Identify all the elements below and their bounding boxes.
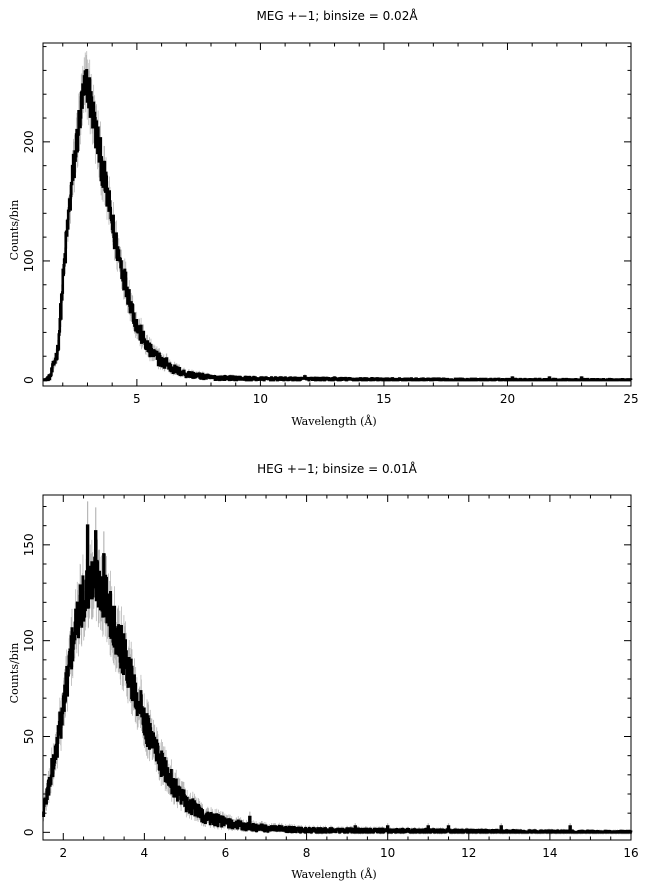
meg-error-bars: [42, 51, 632, 382]
x-tick-label: 4: [141, 846, 149, 860]
x-tick-label: 6: [222, 846, 230, 860]
x-tick-label: 15: [376, 392, 391, 406]
x-tick-label: 25: [623, 392, 638, 406]
meg-y-ticks: 0 100 200: [22, 46, 631, 384]
meg-x-axis-label: Wavelength (Å): [291, 414, 376, 428]
meg-title: MEG +−1; binsize = 0.02Å: [256, 8, 418, 23]
heg-title: HEG +−1; binsize = 0.01Å: [257, 461, 418, 476]
y-tick-label: 150: [22, 533, 36, 556]
heg-y-ticks: 0 50 100 150: [22, 506, 631, 837]
heg-x-axis-label: Wavelength (Å): [291, 867, 376, 881]
heg-panel: HEG +−1; binsize = 0.01Å 2 4 6 8 10 12 14 16 0 5…: [8, 461, 639, 881]
heg-x-ticks: 2 4 6 8 10 12 14 16: [42, 495, 639, 860]
x-tick-label: 5: [133, 392, 141, 406]
x-tick-label: 2: [59, 846, 67, 860]
meg-x-ticks: 5 10 15 20 25: [62, 43, 639, 406]
heg-y-axis-label: Counts/bin: [8, 643, 21, 704]
y-tick-label: 50: [22, 729, 36, 744]
meg-plot-frame: [42, 42, 632, 387]
x-tick-label: 8: [303, 846, 311, 860]
heg-spectrum: [42, 524, 633, 834]
x-tick-label: 20: [500, 392, 515, 406]
meg-spectrum: [42, 69, 633, 382]
meg-y-axis-label: Counts/bin: [8, 200, 21, 261]
meg-error-bar-series: [42, 51, 632, 382]
heg-plot-frame: [42, 494, 632, 841]
meg-panel: MEG +−1; binsize = 0.02Å 5 10 15 20 25 0 100 2…: [8, 8, 639, 428]
y-tick-label: 0: [22, 376, 36, 384]
x-tick-label: 14: [542, 846, 557, 860]
x-tick-label: 10: [253, 392, 268, 406]
y-tick-label: 200: [22, 130, 36, 153]
y-tick-label: 100: [22, 629, 36, 652]
meg-spectrum-line: [42, 69, 633, 382]
y-tick-label: 0: [22, 829, 36, 837]
x-tick-label: 16: [623, 846, 638, 860]
x-tick-label: 12: [461, 846, 476, 860]
x-tick-label: 10: [380, 846, 395, 860]
y-tick-label: 100: [22, 249, 36, 272]
heg-spectrum-line: [42, 524, 633, 834]
